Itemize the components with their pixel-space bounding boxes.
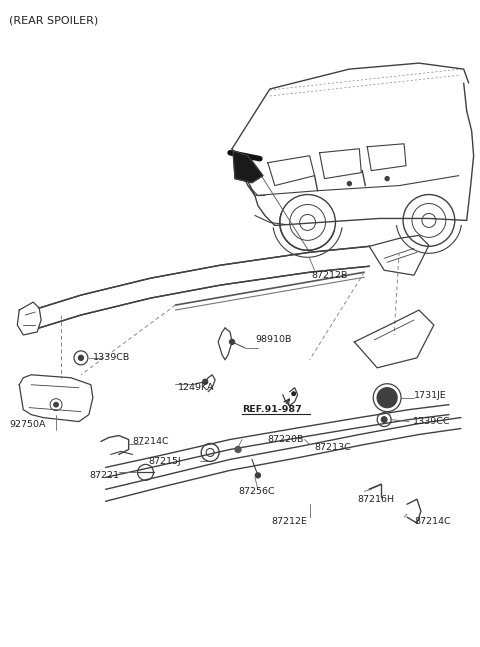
Circle shape [78,355,84,360]
Polygon shape [354,310,434,367]
Text: 1249KA: 1249KA [179,383,215,392]
Polygon shape [19,375,93,422]
Text: 87221: 87221 [89,471,119,480]
Circle shape [203,379,208,384]
Text: 87212B: 87212B [312,270,348,280]
Text: 87216H: 87216H [357,495,394,504]
Text: 1731JE: 1731JE [414,391,447,400]
Circle shape [292,392,296,395]
Circle shape [385,177,389,181]
Circle shape [381,417,387,422]
Text: 87220B: 87220B [268,435,304,444]
Circle shape [377,388,397,408]
Circle shape [54,402,59,407]
Text: (REAR SPOILER): (REAR SPOILER) [9,16,98,25]
Polygon shape [233,151,263,182]
Text: 87214C: 87214C [132,437,169,446]
Circle shape [235,446,241,452]
Text: 1339CC: 1339CC [413,417,451,426]
Polygon shape [17,302,41,335]
Text: 92750A: 92750A [9,420,46,429]
Text: REF.91-987: REF.91-987 [242,405,302,414]
Text: 87214C: 87214C [414,517,451,525]
Text: 87215J: 87215J [148,457,181,466]
Circle shape [348,182,351,186]
Circle shape [255,473,260,478]
Text: 87256C: 87256C [238,487,275,496]
Polygon shape [39,247,369,328]
Polygon shape [369,236,429,275]
Circle shape [229,340,235,344]
Polygon shape [106,417,461,501]
Polygon shape [106,404,449,477]
Text: 98910B: 98910B [255,335,291,344]
Text: 1339CB: 1339CB [93,353,130,362]
Text: 87212E: 87212E [272,517,308,525]
Text: 87213C: 87213C [314,443,351,452]
